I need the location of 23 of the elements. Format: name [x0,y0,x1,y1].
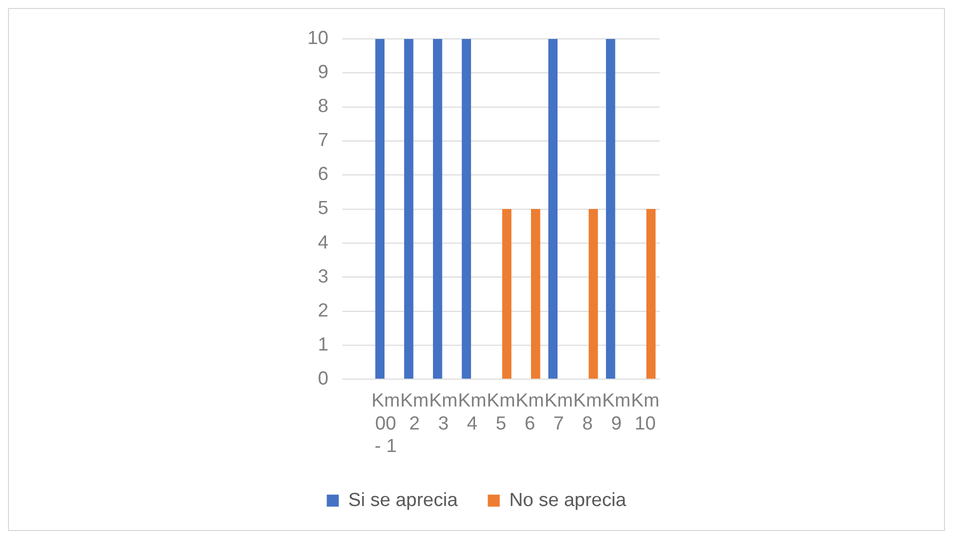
legend-label: Si se aprecia [348,490,458,511]
legend-label: No se aprecia [509,490,627,511]
y-tick-label: 10 [307,28,328,50]
y-tick-label: 2 [318,300,328,322]
x-tick-label: Km 00 - 1 [371,390,400,458]
x-tick-label: Km 5 [486,390,516,434]
y-tick-label: 3 [318,266,328,288]
x-tick-label: Km 6 [516,390,544,434]
y-tick-label: 6 [318,164,328,186]
x-tick-label: Km 3 [429,390,458,434]
y-tick-label: 0 [318,368,328,390]
y-tick-label: 5 [318,198,328,220]
y-tick-label: 1 [318,334,328,356]
y-tick-label: 4 [318,232,328,254]
x-tick-label: Km 2 [400,390,429,434]
x-tick-label: Km 8 [573,390,602,434]
x-tick-label: Km 10 [630,390,660,434]
y-tick-label: 9 [318,62,328,84]
y-tick-label: 8 [318,96,328,118]
y-tick-label: 7 [318,130,328,152]
x-tick-label: Km 7 [544,390,573,434]
x-tick-label: Km 9 [602,390,631,434]
x-tick-label: Km 4 [458,390,486,434]
